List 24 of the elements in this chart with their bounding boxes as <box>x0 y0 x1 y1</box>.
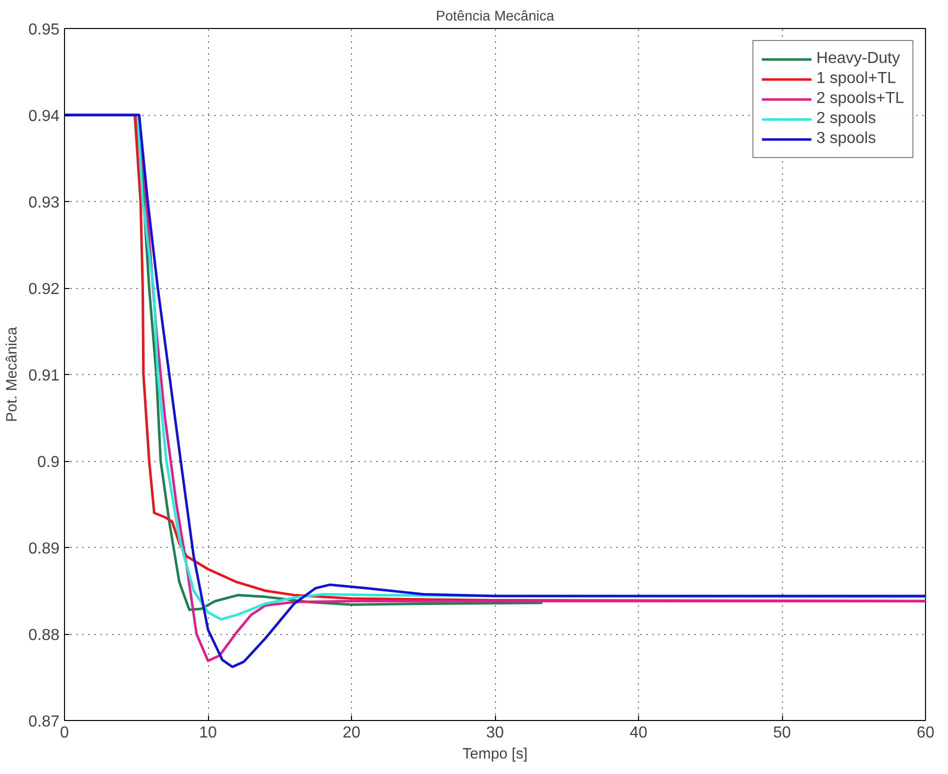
x-tick-label: 30 <box>486 724 504 742</box>
y-tick-label: 0.93 <box>28 194 60 212</box>
x-tick-label: 50 <box>773 724 791 742</box>
y-tick-label: 0.95 <box>28 22 60 38</box>
x-tick-label: 60 <box>916 724 934 742</box>
legend-label: Heavy-Duty <box>816 50 900 68</box>
legend-label: 1 spool+TL <box>816 70 896 88</box>
y-tick-label: 0.88 <box>28 627 60 644</box>
y-axis-title: Pot. Mecânica <box>3 326 20 422</box>
y-tick-label: 0.89 <box>28 540 60 558</box>
x-tick-label: 0 <box>60 724 70 742</box>
x-tick-label: 20 <box>342 724 360 742</box>
y-tick-label: 0.87 <box>28 714 60 730</box>
y-tick-label: 0.9 <box>37 454 60 471</box>
y-tick-label: 0.94 <box>28 108 60 125</box>
y-tick-label: 0.91 <box>28 368 60 384</box>
legend-label: 2 spools+TL <box>816 90 904 108</box>
legend-label: 2 spools <box>816 110 876 128</box>
x-tick-label: 40 <box>630 724 648 742</box>
y-tick-label: 0.92 <box>28 281 60 298</box>
chart-title: Potência Mecânica <box>436 8 554 24</box>
legend-label: 3 spools <box>816 130 876 148</box>
x-tick-label: 10 <box>199 724 217 742</box>
x-axis-title: Tempo [s] <box>462 746 528 762</box>
